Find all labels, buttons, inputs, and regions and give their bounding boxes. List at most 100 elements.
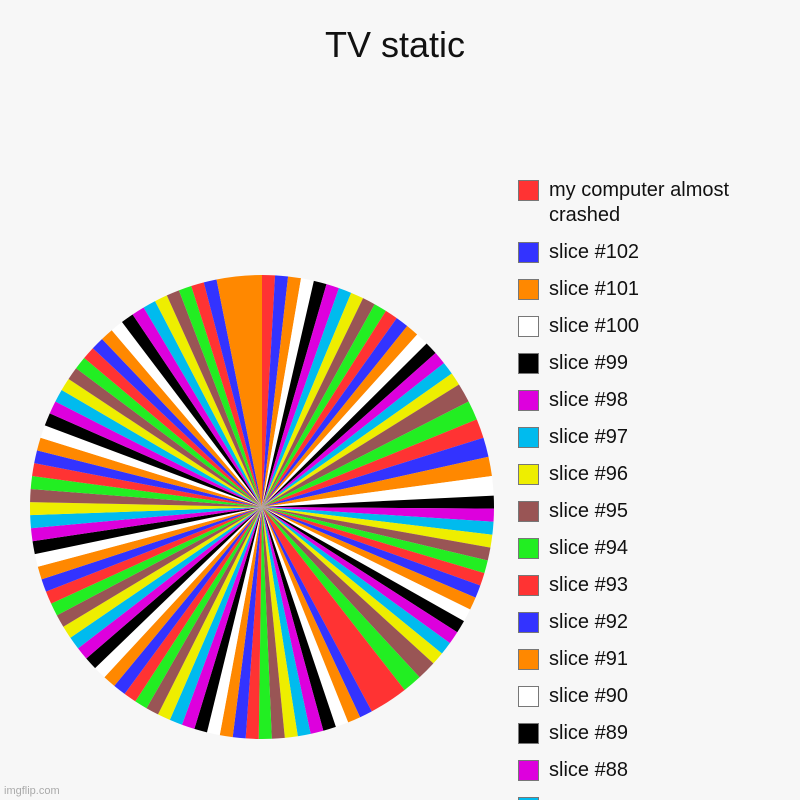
pie-slice: [102, 330, 262, 507]
pie-slice: [146, 507, 262, 715]
pie-slice: [61, 378, 262, 507]
pie-slice: [41, 507, 262, 592]
pie-slice: [30, 476, 262, 507]
pie-slice: [143, 301, 262, 507]
pie-slice: [34, 507, 262, 567]
pie-slice: [262, 456, 492, 507]
pie-slice: [262, 284, 339, 507]
pie-slice: [262, 507, 488, 574]
pie-slice: [32, 507, 262, 555]
pie-slice: [262, 280, 327, 507]
pie-slice: [63, 507, 263, 638]
pie-slice: [232, 507, 262, 739]
pie-slice: [51, 507, 262, 616]
pie-slice: [157, 507, 262, 720]
legend-label: slice #96: [549, 463, 628, 485]
pie-slice: [262, 507, 372, 718]
pie-slice: [262, 363, 452, 507]
pie-slice: [30, 507, 262, 542]
legend-item: slice #93: [518, 573, 800, 598]
legend-item: slice #88: [518, 758, 800, 783]
legend-item: slice #89: [518, 721, 800, 746]
legend-label: slice #102: [549, 241, 640, 263]
legend-swatch: [518, 464, 539, 485]
legend-label: slice #92: [549, 611, 628, 633]
pie-slice: [32, 463, 262, 507]
pie-slice: [49, 401, 262, 507]
pie-slice: [132, 307, 262, 507]
legend-item: slice #97: [518, 425, 800, 450]
watermark: imgflip.com: [4, 785, 60, 797]
pie-slice: [262, 507, 311, 737]
legend-swatch: [518, 390, 539, 411]
pie-slice: [34, 450, 263, 507]
pie-slice: [262, 275, 276, 507]
legend-swatch: [518, 723, 539, 744]
pie-slice: [262, 437, 489, 507]
legend-label: slice #93: [549, 574, 628, 596]
pie-slice: [30, 489, 262, 507]
pie-slice: [262, 318, 408, 507]
pie-slice: [262, 507, 485, 586]
pie-slice: [262, 507, 361, 723]
pie-slice: [76, 358, 262, 507]
pie-slice: [44, 413, 262, 507]
legend-item: slice #99: [518, 351, 800, 376]
pie-slice: [262, 288, 352, 507]
pie-slice: [169, 507, 262, 725]
legend-swatch: [518, 538, 539, 559]
pie-slice: [262, 401, 477, 507]
pie-slice: [37, 437, 263, 507]
pie-slice: [262, 507, 491, 561]
pie-slice: [262, 507, 434, 678]
legend-swatch: [518, 612, 539, 633]
pie-slice: [262, 373, 459, 507]
pie-slice: [262, 476, 494, 507]
pie-slice: [178, 286, 262, 507]
legend-item: slice #96: [518, 462, 800, 487]
legend-item: my computer almost crashed: [518, 178, 800, 228]
pie-slice: [68, 368, 262, 507]
pie-slice: [262, 419, 484, 507]
legend-label: slice #100: [549, 315, 640, 337]
legend-swatch: [518, 797, 539, 800]
pie-slice: [262, 507, 324, 734]
pie-slice: [56, 507, 262, 627]
pie-slice: [262, 507, 349, 727]
pie-slice: [262, 507, 476, 610]
pie-slice: [86, 507, 262, 669]
legend-swatch: [518, 427, 539, 448]
pie-slice: [216, 275, 262, 507]
pie-slice: [40, 425, 262, 507]
pie-slice: [55, 390, 262, 507]
legend-item: slice #98: [518, 388, 800, 413]
pie-slice: [262, 507, 471, 622]
pie-slice: [258, 507, 272, 739]
pie-slice: [84, 348, 262, 507]
legend-label: slice #101: [549, 278, 640, 300]
pie-slice: [262, 278, 314, 507]
legend: my computer almost crashed slice #102 slic…: [518, 178, 800, 800]
pie-slice: [92, 338, 263, 507]
pie-slice: [262, 343, 436, 507]
pie-slice: [262, 304, 386, 507]
legend-swatch: [518, 279, 539, 300]
legend-swatch: [518, 316, 539, 337]
pie-slice: [262, 507, 450, 654]
pie-slice: [203, 279, 262, 507]
pie-slice: [95, 507, 262, 678]
pie-slice: [245, 507, 262, 739]
legend-item: slice #91: [518, 647, 800, 672]
pie-slice: [262, 353, 444, 507]
pie-slice: [262, 507, 481, 598]
legend-swatch: [518, 649, 539, 670]
legend-item: slice #90: [518, 684, 800, 709]
legend-label: slice #89: [549, 722, 628, 744]
legend-item: slice #92: [518, 610, 800, 635]
pie-slice: [262, 384, 469, 507]
chart-title: TV static: [324, 24, 466, 65]
pie-slice: [262, 334, 427, 507]
legend-item: slice #101: [518, 277, 800, 302]
legend-label: slice #98: [549, 389, 628, 411]
